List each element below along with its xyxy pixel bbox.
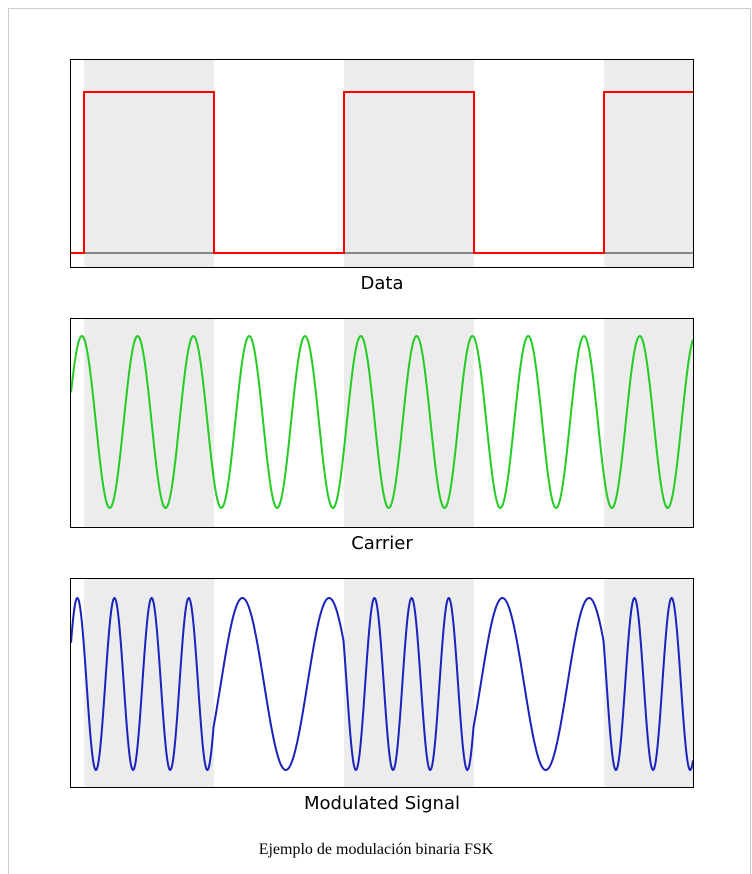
data-signal-line <box>71 91 693 254</box>
data-panel <box>70 59 694 268</box>
data-label: Data <box>360 273 404 294</box>
data-plot <box>71 60 693 267</box>
bit-shading-2 <box>344 60 474 267</box>
bit-shading-2 <box>344 319 474 527</box>
figure-frame <box>8 8 751 874</box>
modulated-panel <box>70 578 694 788</box>
bit-shading-4 <box>604 60 693 267</box>
bit-shading-4 <box>604 579 693 787</box>
modulated-label: Modulated Signal <box>304 793 460 814</box>
carrier-plot <box>71 319 693 527</box>
carrier-panel <box>70 318 694 528</box>
figure-caption: Ejemplo de modulación binaria FSK <box>258 841 494 858</box>
bit-shading-0 <box>84 319 214 527</box>
carrier-wave <box>71 334 693 510</box>
bit-shading-4 <box>604 319 693 527</box>
carrier-label: Carrier <box>351 533 413 554</box>
bit-shading-0 <box>84 60 214 267</box>
modulated-plot <box>71 579 693 787</box>
modulated-wave <box>71 596 693 772</box>
